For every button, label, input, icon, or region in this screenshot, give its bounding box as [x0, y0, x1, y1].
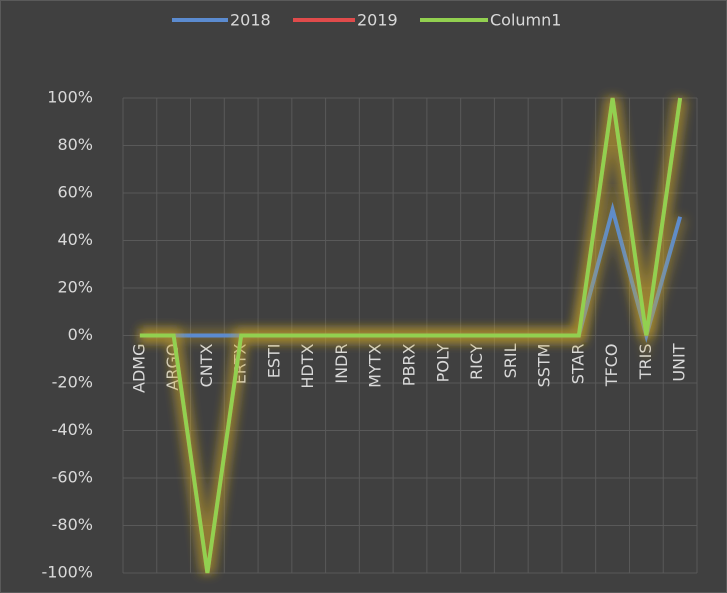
x-tick-label: STAR [568, 344, 587, 385]
x-tick-label: POLY [433, 343, 452, 382]
y-tick-label: 80% [57, 135, 93, 154]
x-tick-label: ADMG [129, 344, 148, 393]
series-line [139, 97, 683, 574]
x-tick-label: PBRX [400, 343, 419, 386]
x-tick-label: INDR [332, 344, 351, 384]
y-tick-label: 20% [57, 278, 93, 297]
x-tick-label: SRIL [501, 343, 520, 378]
y-tick-label: 100% [47, 88, 93, 107]
legend-label: 2018 [230, 11, 271, 30]
x-tick-label: CNTX [197, 343, 216, 387]
y-tick-label: -40% [52, 420, 93, 439]
x-tick-label: ESTI [264, 344, 283, 379]
x-tick-label: TFCO [602, 344, 621, 388]
x-tick-label: MYTX [366, 343, 385, 387]
y-tick-label: 0% [68, 325, 93, 344]
x-tick-label: TRIS [636, 344, 655, 381]
legend-label: Column1 [490, 11, 561, 30]
y-tick-label: 40% [57, 230, 93, 249]
x-tick-label: UNIT [670, 343, 689, 381]
y-tick-label: -20% [52, 373, 93, 392]
y-tick-label: -80% [52, 515, 93, 534]
y-tick-label: 60% [57, 183, 93, 202]
legend-label: 2019 [357, 11, 398, 30]
x-tick-label: HDTX [298, 343, 317, 388]
x-tick-label: RICY [467, 343, 486, 380]
x-tick-label: SSTM [535, 344, 554, 388]
y-tick-label: -100% [41, 563, 93, 582]
y-tick-label: -60% [52, 468, 93, 487]
